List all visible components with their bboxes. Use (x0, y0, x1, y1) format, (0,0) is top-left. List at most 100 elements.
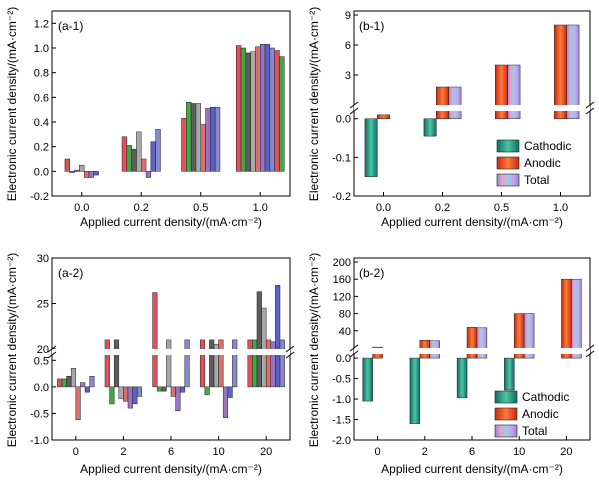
b-2-bar-anodic (561, 278, 572, 359)
a-1-x-ticks: 0.0 0.2 0.5 1.0 (74, 192, 268, 214)
a-2-tag: (a-2) (58, 266, 83, 280)
a-1-bar (126, 145, 132, 172)
a-2-break-mark (47, 351, 57, 359)
b-1-bar-cathodic (364, 118, 378, 177)
b-2-y-axis-label: Electronic current density/(mA·cm⁻²) (307, 253, 321, 447)
a-1-bar (83, 171, 90, 178)
a-2-bar (256, 291, 262, 388)
a-1-y-ticks: -0.2 0.0 0.2 0.4 0.6 0.8 1.0 1.2 (30, 18, 56, 203)
a-2-bar (113, 339, 120, 388)
b-2-x-ticks: 0 2 6 10 20 (375, 436, 573, 458)
a-1-bar (200, 124, 206, 172)
a-2-break-mark (47, 345, 57, 353)
a-1-y-tick-label: 0.0 (34, 166, 49, 178)
panel-a-2: (a-2) 20 25 30 -1.0 -0.5 0.0 0.5 0 2 6 10 20 Appli… (5, 253, 295, 476)
a-2-bar (80, 382, 86, 388)
b-1-y-tick-label: 6 (345, 40, 351, 52)
a-2-bar (57, 378, 63, 388)
b-2-x-tick-label: 10 (513, 446, 525, 458)
b-1-x-tick-label: 1.0 (553, 202, 568, 214)
a-2-bar (270, 341, 276, 388)
a-1-bar (250, 51, 256, 172)
a-1-bar (269, 47, 275, 172)
b-1-break-mark (349, 101, 359, 109)
a-2-bar (66, 376, 72, 388)
a-2-bar (279, 339, 285, 388)
a-1-y-tick-label: 0.8 (34, 68, 49, 80)
a-1-y-tick-label: -0.2 (30, 191, 49, 203)
a-2-bar (104, 339, 110, 388)
b-2-y-tick-label: -1.5 (332, 415, 351, 427)
a-2-y-axis-label: Electronic current density/(mA·cm⁻²) (5, 253, 19, 447)
a-2-bar (261, 307, 267, 388)
b-1-break-mark (585, 101, 595, 109)
a-2-bar (132, 386, 138, 405)
a-1-bar (255, 46, 261, 172)
a-1-bar (88, 171, 94, 178)
legend-label-anodic: Anodic (524, 156, 561, 170)
panel-a-1: (a-1) -0.20.00.20.40.60.81.01.2 0.0 0.2 0.… (5, 7, 291, 229)
a-2-bar (218, 339, 224, 388)
a-2-x-ticks: 0 2 6 10 20 (73, 436, 272, 458)
b-1-bar-anodic (377, 114, 390, 119)
a-2-y-tick-label: -0.5 (30, 408, 49, 420)
b-2-bar-cathodic (362, 357, 373, 402)
legend-swatch-total (494, 424, 518, 438)
b-2-x-tick-label: 6 (469, 446, 475, 458)
a-1-x-tick-label: 1.0 (253, 202, 268, 214)
a-2-break-gap (52, 349, 290, 355)
a-1-bar (195, 103, 201, 172)
b-1-legend: Cathodic Anodic Total (496, 139, 571, 187)
b-1-x-tick-label: 0.5 (494, 202, 509, 214)
b-1-y-tick-label: 3 (345, 70, 351, 82)
b-1-y-axis-label: Electronic current density/(mA·cm⁻²) (307, 7, 321, 201)
b-2-break-mark (349, 350, 359, 358)
a-1-bar (69, 171, 75, 173)
a-1-x-axis-label: Applied current density/(mA·cm⁻²) (80, 215, 262, 229)
b-2-y-tick-label: -0.5 (332, 374, 351, 386)
a-1-bar (181, 118, 187, 172)
b-2-bar-cathodic (456, 357, 468, 399)
a-2-x-axis-label: Applied current density/(mA·cm⁻²) (80, 462, 262, 476)
a-1-bar (131, 148, 137, 172)
a-2-bar (61, 378, 67, 388)
b-1-break-mark (585, 107, 595, 115)
b-1-bars (355, 24, 589, 177)
a-2-bar (152, 292, 158, 388)
b-1-bar-total (448, 86, 462, 119)
a-2-bar (127, 386, 133, 409)
b-2-tag: (b-2) (359, 266, 384, 280)
b-1-x-tick-label: 0.0 (376, 202, 391, 214)
a-1-bar (150, 141, 156, 172)
a-1-bar (236, 45, 242, 172)
a-2-bar (136, 386, 143, 397)
legend-swatch-cathodic (496, 139, 520, 153)
b-2-y-tick-label: -1.0 (332, 394, 351, 406)
b-1-tag: (b-1) (359, 19, 384, 33)
a-2-x-tick-label: 10 (212, 446, 224, 458)
a-1-x-tick-label: 0.0 (74, 202, 89, 214)
b-2-y-tick-label: 80 (339, 309, 351, 321)
b-1-x-ticks: 0.0 0.2 0.5 1.0 (376, 192, 568, 214)
a-2-bar (222, 386, 229, 418)
a-2-bar (156, 386, 163, 392)
b-1-y-ticks: 3 6 9 -0.2 -0.1 0.0 (332, 10, 358, 203)
a-2-bar (184, 339, 190, 388)
legend-label-anodic: Anodic (522, 407, 559, 421)
a-1-bar (141, 158, 147, 172)
b-2-break-gap (354, 348, 590, 354)
b-2-bar-total (476, 327, 488, 359)
a-1-x-tick-label: 0.2 (134, 202, 149, 214)
a-1-bar (210, 106, 216, 172)
a-2-bar (75, 386, 81, 421)
b-2-legend: Cathodic Anodic Total (494, 390, 569, 438)
a-2-bar (232, 339, 238, 388)
legend-swatch-anodic (496, 156, 520, 170)
legend-swatch-total (496, 173, 520, 187)
a-1-y-axis-label: Electronic current density/(mA·cm⁻²) (5, 7, 19, 201)
b-2-y-ticks: 40 80 120 160 200 -2.0 -1.5 -1.0 -0.5 0.0 (332, 257, 358, 447)
panel-b-1: (b-1) 3 6 9 -0.2 -0.1 0.0 0.0 0.2 0.5 1.0 Cathod… (307, 7, 595, 229)
a-2-break-mark (285, 345, 295, 353)
a-2-bar (118, 386, 124, 399)
